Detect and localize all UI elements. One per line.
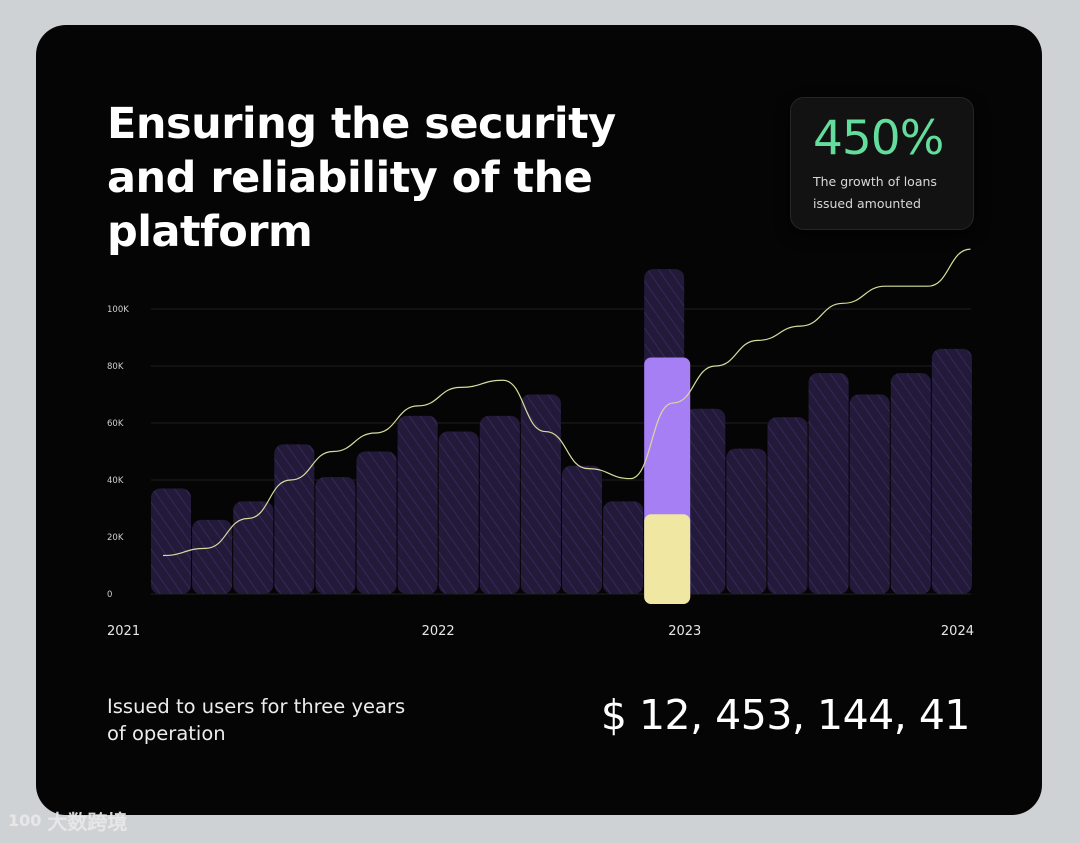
y-tick-label: 0 (107, 590, 112, 600)
x-tick-label: 2023 (668, 624, 701, 639)
trend-line (162, 248, 971, 557)
bar (726, 448, 767, 594)
y-tick-label: 40K (107, 476, 124, 486)
bar (931, 348, 972, 594)
headline: Ensuring the security and reliability of… (107, 99, 616, 257)
bar (233, 501, 274, 594)
bar (397, 415, 438, 594)
y-tick-label: 60K (107, 419, 124, 429)
bar (890, 373, 931, 594)
bar (520, 394, 561, 594)
bar (438, 431, 479, 594)
watermark-logo-icon: 100 (8, 811, 42, 830)
x-tick-label: 2021 (107, 624, 140, 639)
bar (562, 465, 602, 594)
x-tick-label: 2024 (941, 624, 974, 639)
y-tick-label: 100K (107, 305, 129, 315)
bar (315, 477, 356, 594)
y-tick-label: 20K (107, 533, 124, 543)
bar (151, 488, 191, 594)
watermark: 100 大数跨境 (8, 806, 127, 835)
bar (603, 501, 644, 594)
x-tick-label: 2022 (422, 624, 455, 639)
stats-card: Ensuring the security and reliability of… (36, 25, 1042, 815)
loans-chart: 0 20K 40K 60K 80K 100K 2021 2022 2023 2024 (107, 248, 974, 639)
growth-stat-card: 450% The growth of loans issued amounted (790, 97, 974, 230)
bar (274, 444, 315, 594)
highlight-bar-yellow (644, 514, 691, 604)
y-tick-label: 80K (107, 362, 124, 372)
growth-label: The growth of loans issued amounted (813, 174, 937, 211)
bar (685, 408, 726, 594)
bar (479, 415, 520, 594)
bar (356, 451, 397, 594)
bar (808, 373, 849, 594)
bar (849, 394, 890, 594)
bar (192, 519, 233, 594)
issued-description: Issued to users for three years of opera… (107, 695, 406, 745)
bar (767, 417, 808, 594)
watermark-text: 大数跨境 (47, 810, 128, 834)
growth-value: 450% (813, 111, 944, 166)
total-amount: $ 12, 453, 144, 41 (600, 691, 971, 739)
